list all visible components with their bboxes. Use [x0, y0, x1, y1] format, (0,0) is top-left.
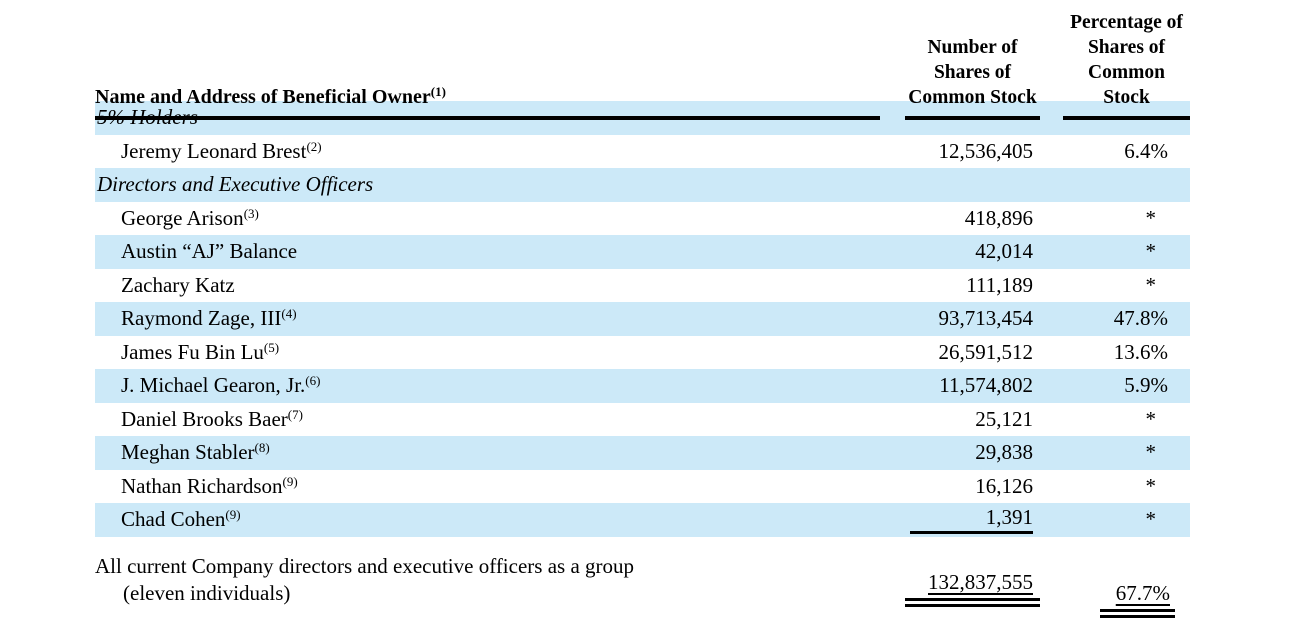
total-label: All current Company directors and execut… — [95, 553, 880, 618]
table-row-james-lu: James Fu Bin Lu(5) 26,591,512 13.6% — [95, 336, 1190, 370]
table-row-zachary-katz: Zachary Katz 111,189 * — [95, 269, 1190, 303]
footnote-ref: (8) — [254, 440, 270, 456]
section-label: Directors and Executive Officers — [97, 172, 374, 197]
col-header-shares-line2: Shares of — [933, 62, 1012, 83]
pct-value: 47.8% — [1113, 306, 1168, 331]
col-header-shares: Number of Shares of Common Stock — [905, 10, 1040, 120]
col-header-name-text: Name and Address of Beneficial Owner(1) — [95, 84, 880, 109]
footnote-ref: (3) — [243, 205, 259, 221]
table-body: 5% Holders Jeremy Leonard Brest(2) 12,53… — [95, 101, 1190, 537]
pct-value: 5.9% — [1124, 373, 1168, 398]
shares-value: 26,591,512 — [938, 339, 1034, 364]
shares-value: 418,896 — [964, 205, 1033, 230]
pct-value: * — [1145, 440, 1157, 465]
shares-value: 111,189 — [966, 272, 1033, 297]
total-shares-cell: 132,837,555 — [905, 570, 1040, 607]
shares-value: 25,121 — [975, 406, 1033, 431]
shares-value: 42,014 — [975, 239, 1033, 264]
total-pct-rule: 67.7% — [1100, 581, 1175, 618]
table-row-nathan-richardson: Nathan Richardson(9) 16,126 * — [95, 470, 1190, 504]
holder-name: James Fu Bin Lu(5) — [121, 339, 280, 364]
pct-value: 6.4% — [1124, 138, 1168, 163]
shares-value: 93,713,454 — [938, 306, 1034, 331]
beneficial-ownership-table: Name and Address of Beneficial Owner(1) … — [95, 10, 1190, 618]
table-row-daniel-baer: Daniel Brooks Baer(7) 25,121 * — [95, 403, 1190, 437]
holder-name: Meghan Stabler(8) — [121, 440, 270, 465]
header-gap — [1040, 10, 1063, 120]
footnote-ref: (9) — [225, 507, 241, 523]
col-header-name-label: Name and Address of Beneficial Owner — [95, 86, 431, 108]
shares-value: 11,574,802 — [939, 373, 1033, 398]
shares-value: 1,391 — [910, 505, 1033, 535]
holder-name: Daniel Brooks Baer(7) — [121, 406, 303, 431]
footnote-ref: (4) — [281, 306, 297, 322]
table-row-chad-cohen: Chad Cohen(9) 1,391 * — [95, 503, 1190, 537]
pct-value: * — [1145, 406, 1157, 431]
section-label: 5% Holders — [97, 105, 198, 130]
pct-value: 13.6% — [1113, 339, 1168, 364]
header-gap — [880, 10, 905, 120]
holder-name: Jeremy Leonard Brest(2) — [121, 138, 322, 163]
pct-value: * — [1145, 473, 1157, 498]
table-header: Name and Address of Beneficial Owner(1) … — [95, 10, 1190, 120]
holder-name: Raymond Zage, III(4) — [121, 306, 297, 331]
col-header-pct-line2: Shares of — [1087, 37, 1166, 58]
total-label-line1: All current Company directors and execut… — [95, 553, 635, 578]
col-header-shares-line1: Number of — [927, 37, 1018, 58]
holder-name: Chad Cohen(9) — [121, 507, 241, 532]
footnote-ref: (6) — [305, 373, 321, 389]
total-shares-value: 132,837,555 — [928, 569, 1033, 594]
table-row-austin-balance: Austin “AJ” Balance 42,014 * — [95, 235, 1190, 269]
footnote-ref: (9) — [282, 473, 298, 489]
table-row-meghan-stabler: Meghan Stabler(8) 29,838 * — [95, 436, 1190, 470]
holder-name: George Arison(3) — [121, 205, 259, 230]
holder-name: Zachary Katz — [121, 272, 235, 297]
pct-value: * — [1145, 272, 1157, 297]
pct-value: * — [1145, 205, 1157, 230]
shares-value: 16,126 — [975, 473, 1033, 498]
total-pct-cell: 67.7% — [1063, 581, 1190, 618]
total-label-line2: (eleven individuals) — [123, 580, 291, 605]
footnote-ref-1: (1) — [430, 84, 446, 100]
table-row-section-5pct-holders: 5% Holders — [95, 101, 1190, 135]
holder-name: Austin “AJ” Balance — [121, 239, 298, 264]
table-row-raymond-zage: Raymond Zage, III(4) 93,713,454 47.8% — [95, 302, 1190, 336]
shares-value: 12,536,405 — [938, 138, 1034, 163]
table-row-george-arison: George Arison(3) 418,896 * — [95, 202, 1190, 236]
shares-value: 29,838 — [975, 440, 1033, 465]
holder-name: Nathan Richardson(9) — [121, 473, 298, 498]
total-pct-value: 67.7% — [1115, 580, 1170, 605]
footnote-ref: (2) — [306, 138, 322, 154]
footnote-ref: (7) — [287, 406, 303, 422]
col-header-pct-line1: Percentage of — [1070, 12, 1183, 33]
pct-value: * — [1145, 507, 1157, 532]
pct-value: * — [1145, 239, 1157, 264]
col-header-shares-line3: Common Stock — [908, 87, 1037, 108]
table-row-total: All current Company directors and execut… — [95, 553, 1190, 618]
holder-name: J. Michael Gearon, Jr.(6) — [121, 373, 321, 398]
table-row-michael-gearon: J. Michael Gearon, Jr.(6) 11,574,802 5.9… — [95, 369, 1190, 403]
shares-value-cell: 1,391 — [905, 505, 1040, 535]
table-row-jeremy-brest: Jeremy Leonard Brest(2) 12,536,405 6.4% — [95, 135, 1190, 169]
table-row-section-directors-officers: Directors and Executive Officers — [95, 168, 1190, 202]
footnote-ref: (5) — [263, 339, 280, 355]
total-shares-rule: 132,837,555 — [905, 570, 1040, 607]
col-header-percentage: Percentage of Shares of Common Stock — [1063, 10, 1190, 120]
col-header-name: Name and Address of Beneficial Owner(1) — [95, 10, 880, 120]
col-header-pct-line3: Common Stock — [1088, 62, 1165, 108]
